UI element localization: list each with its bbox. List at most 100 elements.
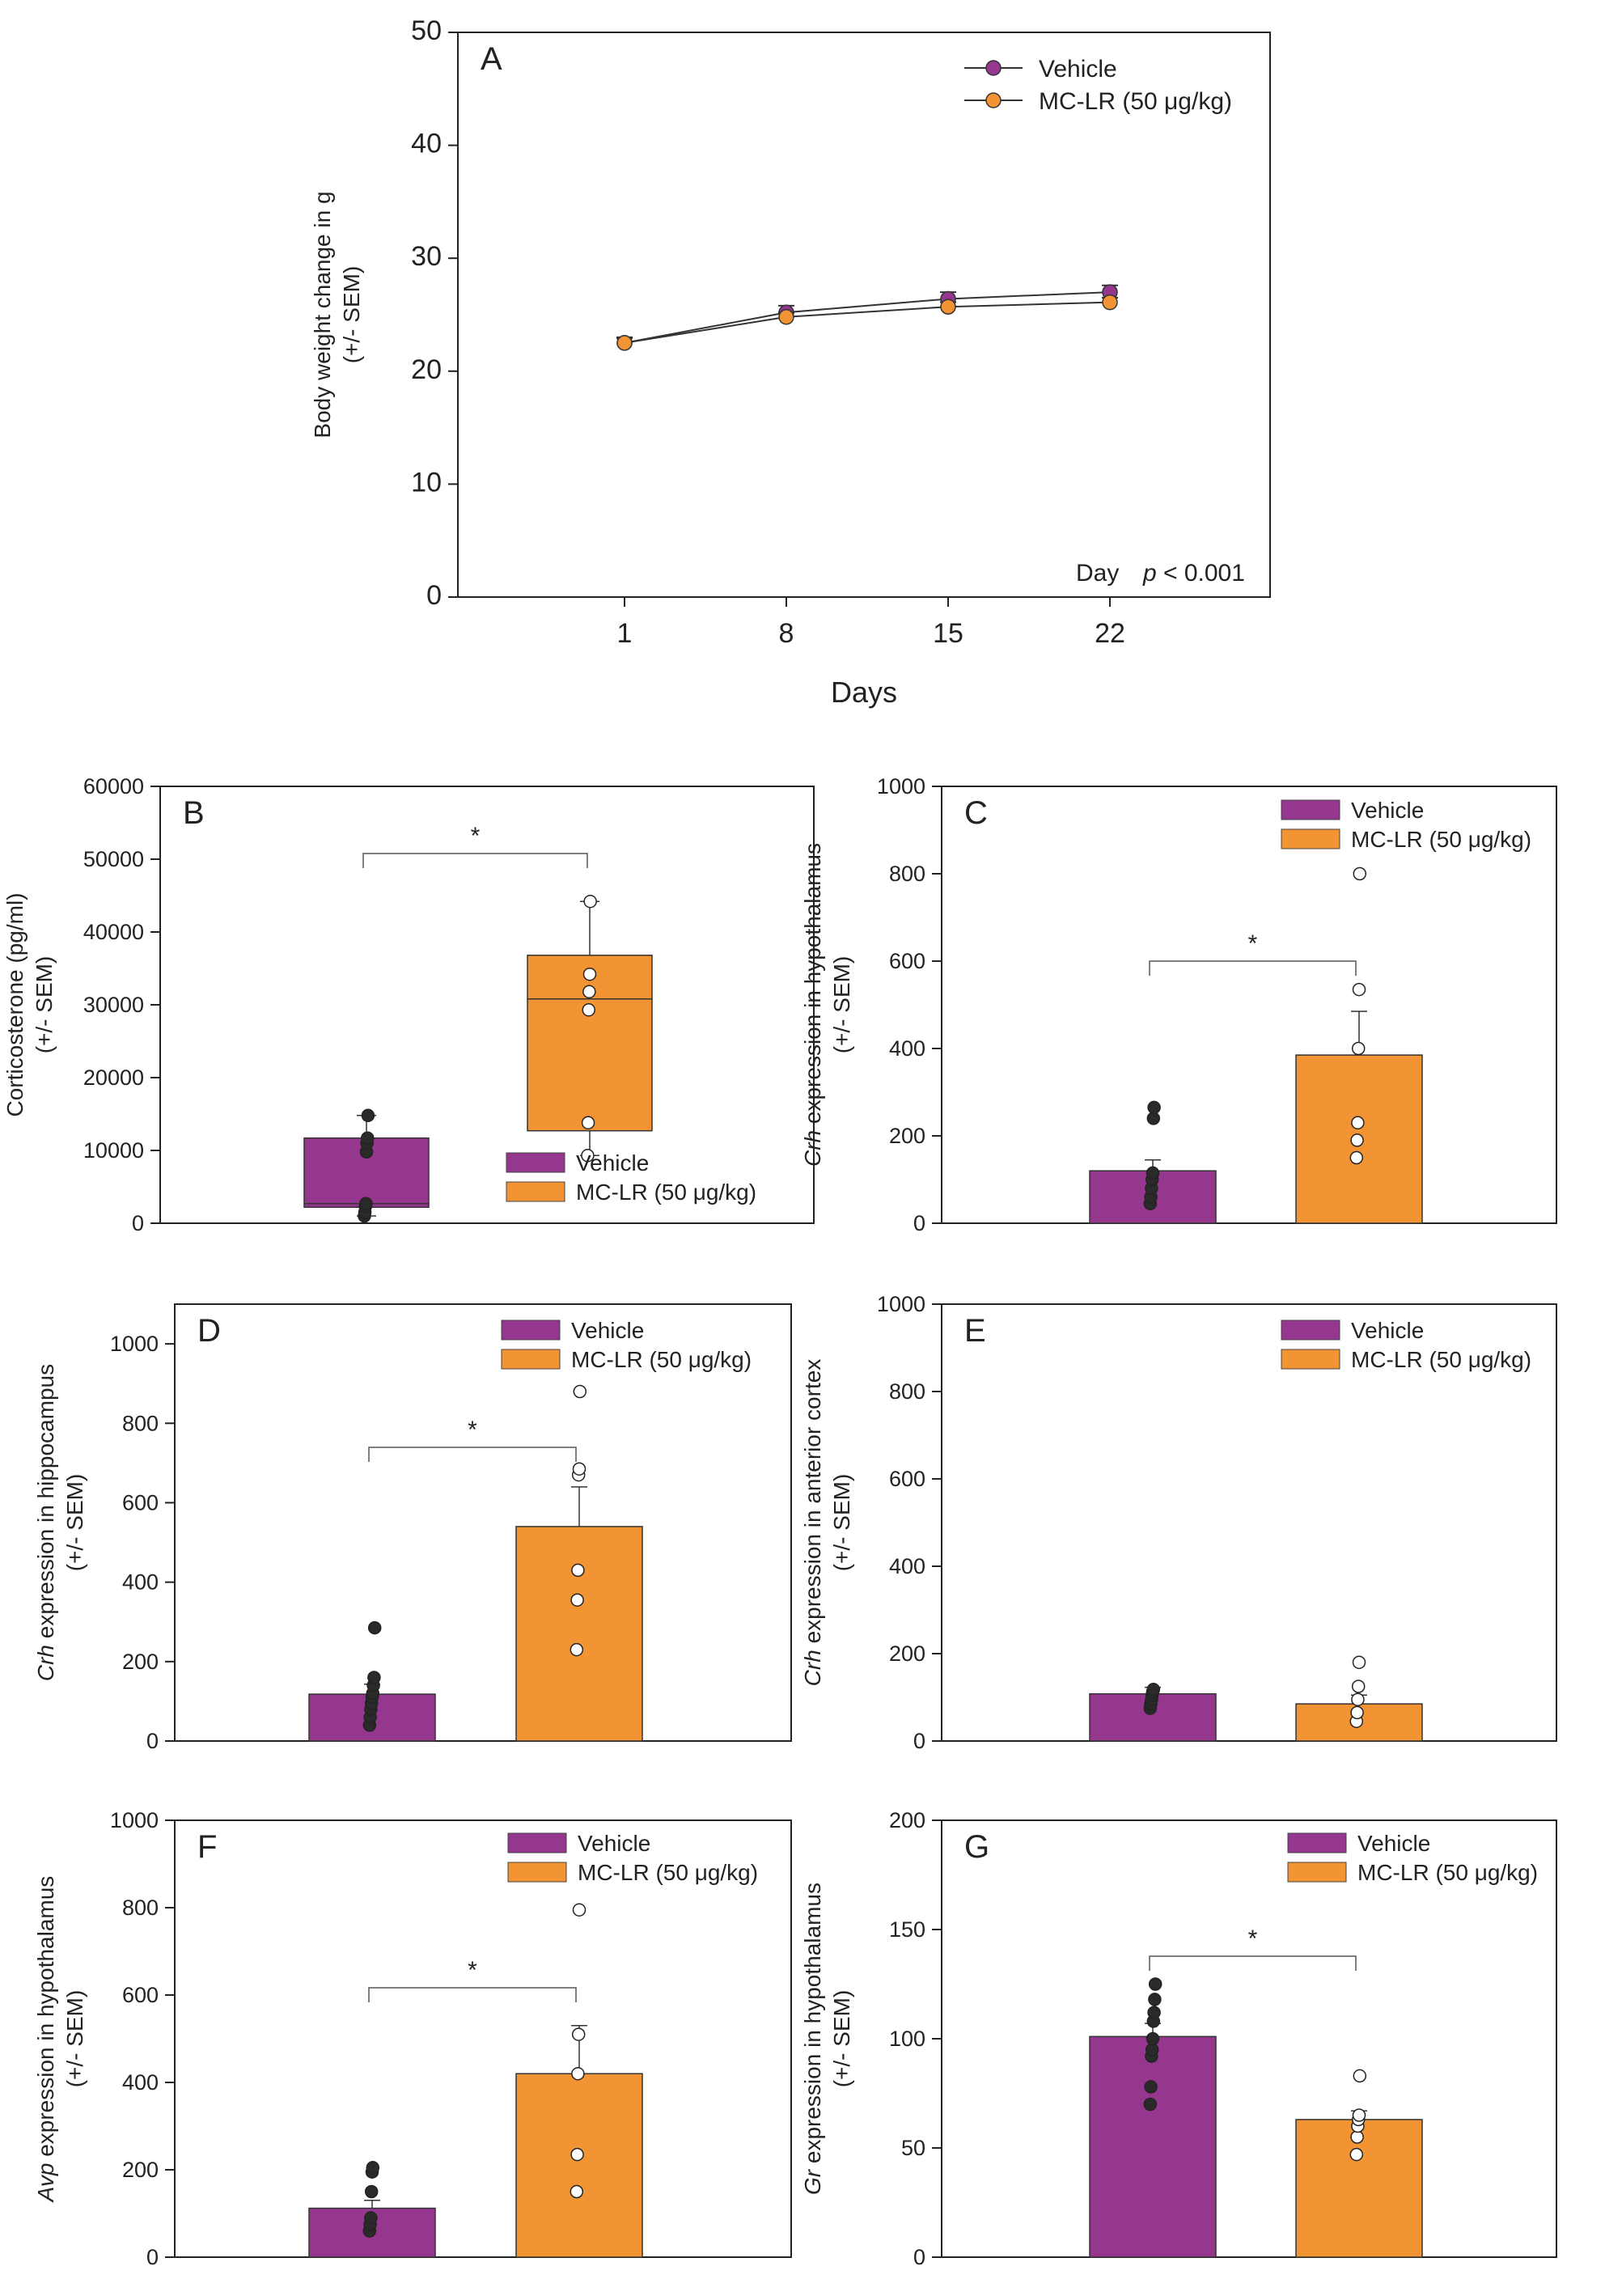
data-point-mclr <box>1352 1655 1366 1670</box>
x-tick-label: 15 <box>933 618 963 649</box>
data-point-vehicle <box>1146 2031 1160 2046</box>
panel-label: D <box>197 1313 221 1349</box>
y-tick-label: 200 <box>122 1650 159 1674</box>
panel-g: 0 50 100 150 200 G Gr expression in hypothalam… <box>800 1808 1557 2269</box>
y-axis-label-gene: Crh <box>800 1130 825 1167</box>
panel-label: G <box>964 1829 989 1865</box>
y-tick-label: 200 <box>889 1124 925 1148</box>
legend-swatch-vehicle <box>507 1832 567 1853</box>
legend-label-vehicle: Vehicle <box>1351 798 1424 823</box>
y-tick-label: 10 <box>411 467 442 498</box>
legend-label-vehicle: Vehicle <box>1351 1318 1424 1343</box>
data-point-mclr <box>1353 2069 1367 2083</box>
data-point-mclr <box>940 299 956 315</box>
legend-marker-mclr <box>985 92 1002 108</box>
y-tick-label: 50 <box>411 15 442 46</box>
series-line-mclr <box>624 301 1111 344</box>
y-axis-label-gene: Crh <box>800 1650 825 1686</box>
y-axis-label-rest: expression in anterior cortex <box>800 1359 825 1650</box>
data-point-mclr <box>572 1903 587 1917</box>
data-point-vehicle <box>1148 1977 1162 1991</box>
panel-e: 0 200 400 600 800 1000 E Crh expression in ante… <box>800 1292 1557 1753</box>
data-point-mclr <box>1352 2108 1366 2122</box>
y-tick-label: 400 <box>122 2070 159 2095</box>
data-point-mclr <box>570 2184 584 2199</box>
data-point-vehicle <box>1148 1993 1162 2006</box>
data-point-mclr <box>1351 1116 1365 1130</box>
x-tick-label: 8 <box>779 618 794 649</box>
y-tick-label: 400 <box>889 1036 925 1061</box>
y-tick-label: 10000 <box>83 1138 144 1163</box>
y-axis-label-sem: (+/- SEM) <box>62 1990 87 2088</box>
data-point-mclr <box>778 309 794 325</box>
bar-vehicle <box>1089 2035 1217 2258</box>
y-axis-label-sem: (+/- SEM) <box>339 266 364 364</box>
y-tick-label: 20 <box>411 354 442 385</box>
legend-label-mclr: MC-LR (50 μg/kg) <box>1357 1860 1538 1885</box>
y-axis-label-gene: Crh <box>33 1645 58 1681</box>
y-tick-label: 40000 <box>83 920 144 944</box>
plot-frame <box>941 1303 1557 1742</box>
legend-swatch-vehicle <box>506 1152 565 1173</box>
significance-bracket <box>1149 960 1357 976</box>
legend-label-vehicle: Vehicle <box>1039 56 1117 83</box>
y-tick-label: 100 <box>889 2027 925 2051</box>
y-tick-label: 1000 <box>877 1292 925 1316</box>
y-tick-label: 1000 <box>110 1332 159 1356</box>
y-tick-label: 0 <box>913 1211 925 1235</box>
y-tick-label: 200 <box>122 2158 159 2182</box>
y-tick-label: 30000 <box>83 993 144 1017</box>
data-point-vehicle <box>364 2211 378 2225</box>
data-point-vehicle <box>1144 2080 1158 2094</box>
panel-c: 0 200 400 600 800 1000 C Crh expression in hypo… <box>800 774 1557 1235</box>
data-point-mclr <box>571 2027 586 2041</box>
significance-bracket <box>1149 1955 1357 1971</box>
y-tick-label: 0 <box>913 2245 925 2269</box>
y-tick-label: 600 <box>889 1467 925 1491</box>
data-point-vehicle <box>1147 2006 1161 2019</box>
data-point-mclr <box>583 894 597 909</box>
y-tick-label: 40 <box>411 129 442 159</box>
panel-label: A <box>481 41 502 77</box>
y-tick-label: 800 <box>122 1896 159 1920</box>
data-point-vehicle <box>1146 1166 1160 1180</box>
legend-swatch-vehicle <box>1281 799 1340 820</box>
y-axis-label: Crh expression in anterior cortex <box>800 1359 825 1687</box>
data-point-vehicle <box>1147 1100 1161 1115</box>
box-mclr <box>527 955 653 1132</box>
y-tick-label: 1000 <box>877 774 925 799</box>
y-axis-label-rest: expression in hypothalamus <box>33 1876 58 2163</box>
data-point-vehicle <box>364 2184 379 2199</box>
legend-marker-vehicle <box>985 60 1002 76</box>
data-point-mclr <box>572 1462 587 1476</box>
legend-swatch-mclr <box>501 1349 561 1370</box>
y-tick-label: 0 <box>146 2245 159 2269</box>
data-point-vehicle <box>1146 1683 1161 1697</box>
data-point-mclr <box>1350 1133 1364 1147</box>
data-point-mclr <box>573 1384 587 1399</box>
legend-swatch-vehicle <box>1287 1832 1347 1853</box>
y-tick-label: 50000 <box>83 847 144 871</box>
data-point-mclr <box>1353 866 1367 881</box>
legend-swatch-vehicle <box>501 1320 561 1341</box>
stat-value: < 0.001 <box>1163 560 1245 587</box>
significance-marker: * <box>471 823 481 849</box>
plot-frame <box>174 1819 792 2258</box>
plot-frame <box>457 32 1271 598</box>
x-axis-label: Days <box>831 676 897 709</box>
plot-frame <box>941 1819 1557 2258</box>
data-point-vehicle <box>367 1620 382 1635</box>
y-tick-label: 150 <box>889 1917 925 1942</box>
panel-d: 0 200 400 600 800 1000 D Crh expression in hipp… <box>33 1303 792 1753</box>
data-point-mclr <box>582 985 596 999</box>
y-tick-label: 20000 <box>83 1065 144 1090</box>
panel-f: 0 200 400 600 800 1000 F Avp expression in hypo… <box>33 1808 792 2269</box>
legend-label-mclr: MC-LR (50 μg/kg) <box>578 1860 758 1885</box>
y-axis-label-sem: (+/- SEM) <box>32 956 57 1054</box>
data-point-vehicle <box>1146 1112 1161 1125</box>
y-tick-label: 600 <box>122 1983 159 2007</box>
y-tick-label: 800 <box>889 1379 925 1404</box>
data-point-mclr <box>1102 294 1118 311</box>
y-tick-label: 200 <box>889 1808 925 1832</box>
